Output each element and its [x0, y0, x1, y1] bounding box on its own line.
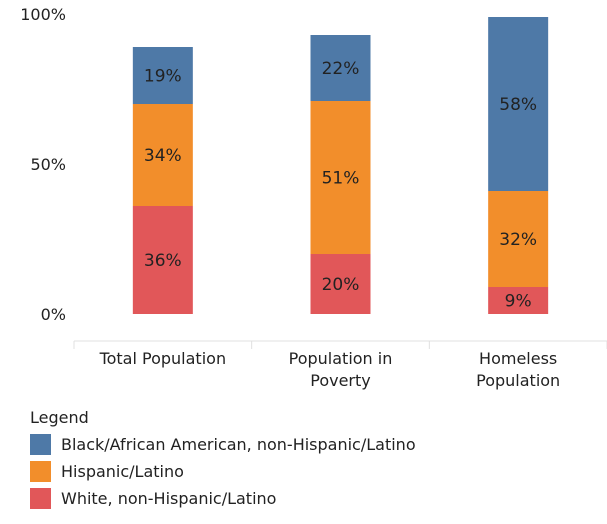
legend-swatch-white: [30, 488, 51, 509]
x-tick-label: Poverty: [310, 371, 371, 390]
legend-label-hispanic: Hispanic/Latino: [61, 462, 184, 481]
bar-value-label: 58%: [499, 95, 537, 115]
bar-value-label: 19%: [144, 67, 182, 87]
bar-value-label: 51%: [322, 169, 360, 189]
bar-segment: [488, 191, 549, 287]
stacked-bar-chart: 0% 50% 100% 36% 34% 19% Total Population 20% 51%…: [20, 5, 607, 390]
legend-swatch-black: [30, 434, 51, 455]
legend-swatch-hispanic: [30, 461, 51, 482]
bar-segment: [132, 206, 193, 314]
legend-label-black: Black/African American, non-Hispanic/Lat…: [61, 435, 416, 454]
bar-segment: [488, 287, 549, 314]
legend-title: Legend: [30, 408, 89, 427]
legend: Legend Black/African American, non-Hispa…: [30, 408, 416, 515]
bar-value-label: 36%: [144, 251, 182, 271]
bar-value-label: 22%: [322, 59, 360, 79]
bar-value-label: 20%: [322, 275, 360, 295]
bar-segment: [132, 104, 193, 206]
legend-item-black: Black/African American, non-Hispanic/Lat…: [30, 434, 416, 455]
bar-segment: [310, 101, 371, 254]
x-tick-label: Homeless: [479, 349, 557, 368]
bar-segment: [132, 47, 193, 104]
bar-segment: [488, 17, 549, 191]
bar-value-label: 9%: [505, 292, 532, 312]
y-tick-label: 0%: [41, 305, 66, 324]
legend-item-white: White, non-Hispanic/Latino: [30, 488, 416, 509]
y-tick-label: 100%: [20, 5, 66, 24]
bar-value-label: 32%: [499, 230, 537, 250]
x-tick-label: Total Population: [99, 349, 227, 368]
x-tick-label: Population in: [289, 349, 393, 368]
y-tick-label: 50%: [30, 155, 66, 174]
legend-label-white: White, non-Hispanic/Latino: [61, 489, 277, 508]
bar-segment: [310, 254, 371, 314]
legend-item-hispanic: Hispanic/Latino: [30, 461, 416, 482]
bar-value-label: 34%: [144, 146, 182, 166]
x-tick-label: Population: [476, 371, 560, 390]
bar-segment: [310, 35, 371, 101]
